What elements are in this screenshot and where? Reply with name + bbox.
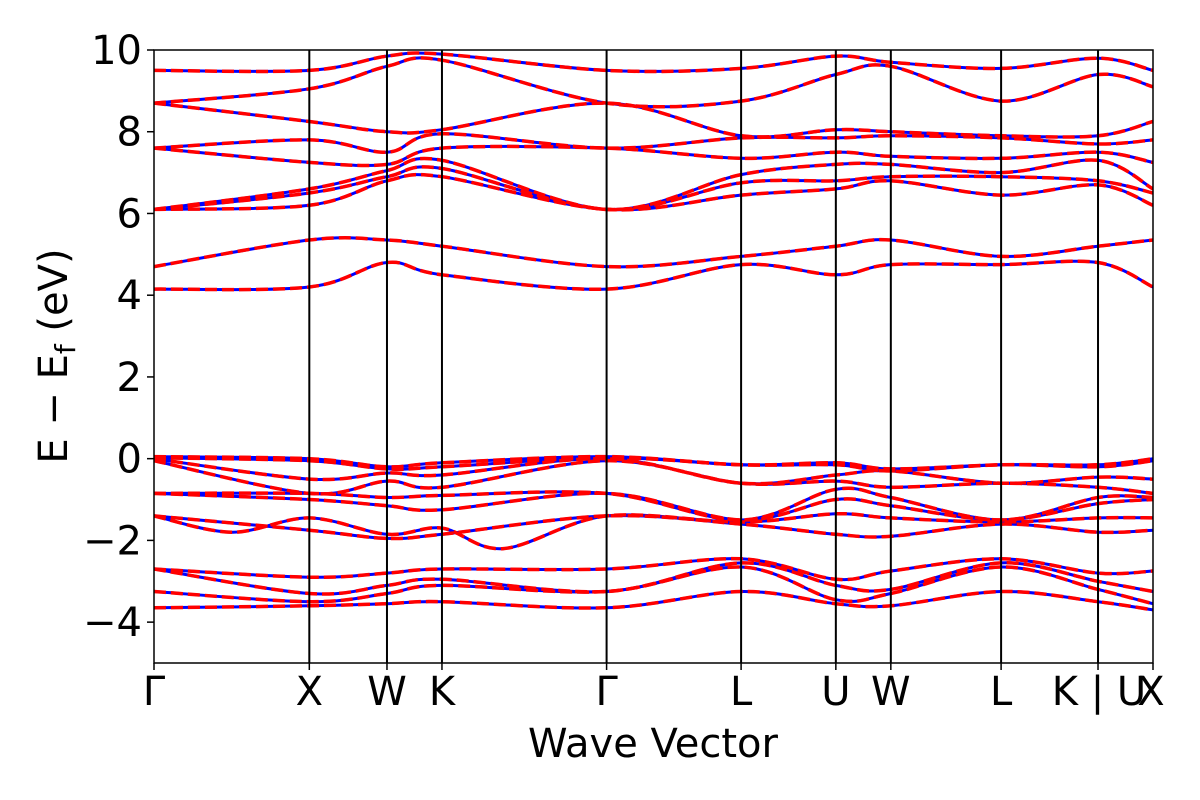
x-tick-label-4: Γ (595, 669, 618, 715)
band-line-solid-15 (154, 165, 1153, 211)
band-line-dashed-2 (154, 561, 1153, 596)
y-tick-label-1: −2 (83, 518, 142, 564)
band-line-dashed-20 (154, 56, 1153, 109)
y-tick-label-4: 4 (117, 273, 142, 319)
band-line-dashed-6 (154, 491, 1153, 522)
band-line-dashed-17 (154, 144, 1153, 168)
y-tick-label-3: 2 (117, 355, 142, 401)
x-tick-label-8: L (990, 669, 1013, 715)
band-line-dashed-7 (154, 486, 1153, 522)
band-line-dashed-4 (154, 513, 1153, 541)
band-line-dashed-21 (154, 51, 1153, 74)
x-tick-label-3: K (429, 669, 457, 715)
x-tick-label-9: K | U (1052, 669, 1146, 715)
y-ticks: −4 −2 0 2 4 6 8 10 (83, 28, 154, 646)
y-tick-label-2: 0 (117, 437, 142, 483)
x-tick-label-1: X (296, 669, 323, 715)
plot-frame (153, 49, 1154, 664)
x-axis-label: Wave Vector (528, 721, 779, 767)
y-tick-label-5: 6 (117, 191, 142, 237)
band-line-dashed-14 (154, 172, 1153, 212)
y-axis-label-subscript: f (49, 343, 82, 354)
x-tick-label-7: W (871, 669, 911, 715)
band-line-dashed-0 (154, 589, 1153, 612)
y-axis-label: E − Ef (eV) (31, 248, 82, 463)
x-tick-label-0: Γ (143, 669, 166, 715)
x-tick-label-6: U (821, 669, 850, 715)
band-line-dashed-19 (154, 101, 1153, 139)
x-tick-label-2: W (367, 669, 407, 715)
band-line-dashed-1 (154, 565, 1153, 606)
y-axis-label-main: E − E (31, 354, 77, 464)
y-tick-label-7: 10 (91, 28, 142, 74)
y-axis-label-unit: (eV) (31, 248, 77, 344)
band-line-dashed-12 (154, 259, 1153, 292)
y-tick-label-0: −4 (83, 600, 142, 646)
band-line-dashed-11 (154, 454, 1153, 471)
y-tick-label-6: 8 (117, 110, 142, 156)
band-line-dashed-9 (154, 456, 1153, 486)
band-line-dashed-3 (154, 556, 1153, 582)
kpoint-lines (308, 50, 1100, 663)
band-line-dashed-13 (154, 236, 1153, 269)
x-tick-label-5: L (730, 669, 753, 715)
band-line-dashed-18 (154, 132, 1153, 154)
band-line-dashed-16 (154, 156, 1153, 212)
x-tick-label-10: X (1137, 669, 1164, 715)
bands-layer (154, 51, 1153, 612)
